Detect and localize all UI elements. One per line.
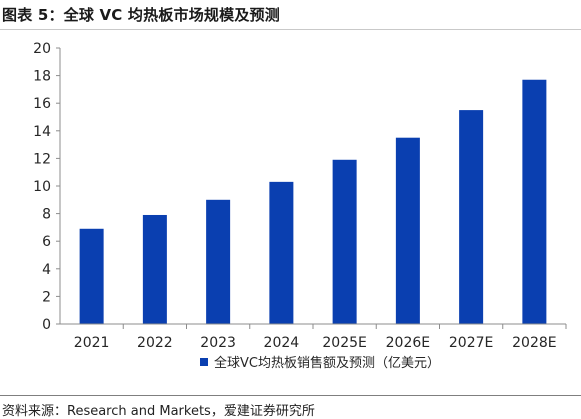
bar-2021 xyxy=(79,228,104,324)
x-tick-label: 2026E xyxy=(386,335,430,351)
x-axis: 2021 2022 2023 2024 2025E 2026E 2027E 2028E xyxy=(60,323,567,351)
y-axis: 0 2 4 6 8 10 12 14 16 18 20 xyxy=(33,41,61,333)
y-tick-label: 0 xyxy=(42,317,51,333)
y-tick-label: 14 xyxy=(33,124,51,140)
x-tick-label: 2025E xyxy=(322,335,366,351)
x-tick-label: 2024 xyxy=(264,335,300,351)
legend-swatch xyxy=(200,358,208,366)
x-tick-label: 2022 xyxy=(137,335,173,351)
y-tick-label: 18 xyxy=(33,69,51,85)
bars xyxy=(79,79,547,324)
x-tick-label: 2023 xyxy=(200,335,236,351)
bar-2028E xyxy=(522,79,547,324)
x-tick-label: 2027E xyxy=(449,335,493,351)
y-tick-label: 20 xyxy=(33,41,51,57)
legend-label: 全球VC均热板销售额及预测（亿美元） xyxy=(214,355,440,371)
y-tick-label: 6 xyxy=(42,234,51,250)
y-tick-label: 2 xyxy=(42,289,51,305)
bar-2025E xyxy=(332,159,357,324)
x-tick-label: 2028E xyxy=(512,335,556,351)
source-note: 资料来源：Research and Markets，爱建证券研究所 xyxy=(2,404,315,419)
source-divider xyxy=(0,395,581,396)
bar-2024 xyxy=(269,181,294,324)
legend: 全球VC均热板销售额及预测（亿美元） xyxy=(200,355,440,371)
chart-title: 图表 5：全球 VC 均热板市场规模及预测 xyxy=(2,6,280,24)
y-tick-label: 8 xyxy=(42,207,51,223)
x-tick-label: 2021 xyxy=(74,335,110,351)
y-tick-label: 10 xyxy=(33,179,51,195)
y-tick-label: 12 xyxy=(33,151,51,167)
y-tick-label: 4 xyxy=(42,262,51,278)
bar-2022 xyxy=(142,214,167,324)
bar-2027E xyxy=(459,110,484,324)
y-tick-label: 16 xyxy=(33,96,51,112)
bar-2023 xyxy=(206,199,231,324)
bar-2026E xyxy=(395,137,420,324)
title-divider xyxy=(0,29,581,30)
